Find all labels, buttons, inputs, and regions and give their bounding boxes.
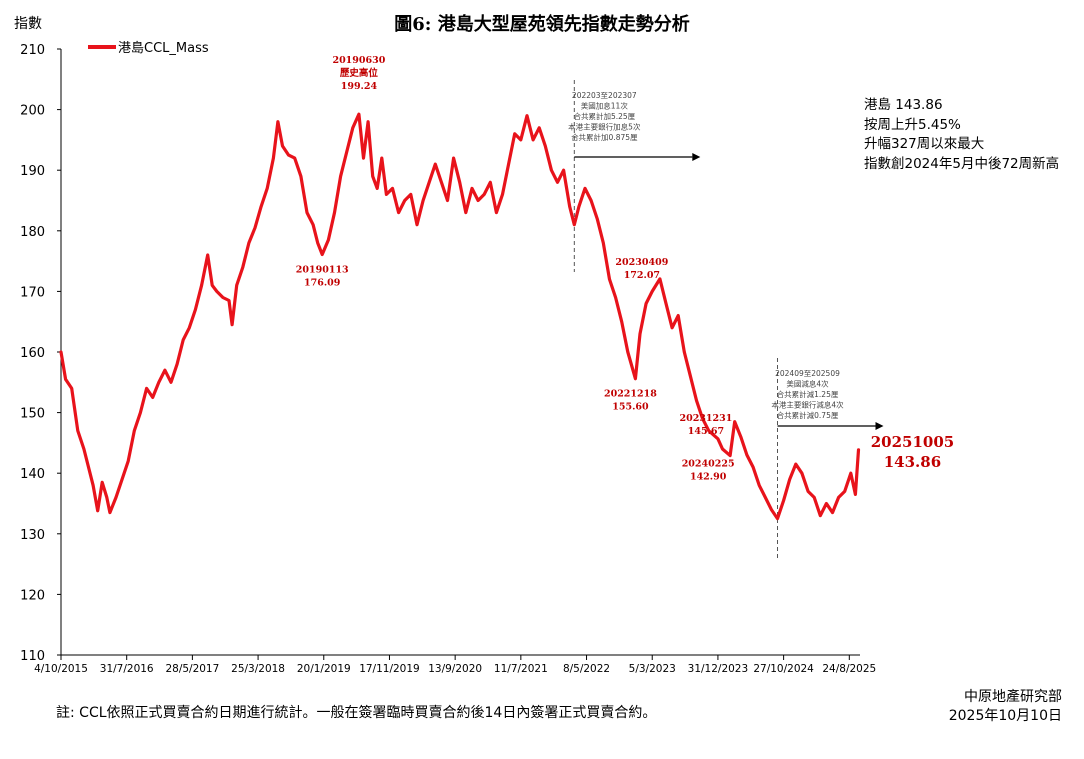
side-line: 按周上升5.45% [864,116,961,133]
annotation-label: 20240225 [682,459,735,470]
annotation-label: 20231231 [679,413,732,424]
rate-note-text: 合共累計加0.875厘 [571,132,638,142]
x-tick-label: 11/7/2021 [494,663,548,675]
annotation-label: 199.24 [341,81,378,92]
annotation-label: 20190630 [332,55,385,66]
x-tick-label: 17/11/2019 [359,663,420,675]
y-tick-label: 200 [20,104,45,119]
annotation-label: 172.07 [624,270,660,281]
rate-notes: 202203至202307美國加息11次合共累計加5.25厘本港主要銀行加息5次… [568,80,884,560]
y-tick-label: 160 [20,346,45,361]
x-tick-label: 27/10/2024 [753,663,814,675]
y-tick-label: 150 [20,407,45,422]
annotation-label: 20230409 [615,257,668,268]
rate-note-text: 本港主要銀行加息5次 [568,122,641,132]
rate-note-text: 202203至202307 [572,91,637,100]
rate-note-text: 合共累計加5.25厘 [573,111,635,121]
legend-label: 港島CCL_Mass [118,41,209,56]
y-tick-label: 130 [20,528,45,543]
y-tick-label: 170 [20,285,45,300]
axes: 110 120 130 140 150 160 170 180 190 200 210 4/10/20… [20,43,876,675]
annotation-label: 155.60 [612,402,649,413]
x-tick-label: 13/9/2020 [428,663,482,675]
annotation-label: 歷史高位 [340,67,379,79]
series-line [59,112,861,521]
source-date: 2025年10月10日 [948,708,1062,724]
rate-note-text: 合共累計減1.25厘 [777,389,839,399]
side-line: 指數創2024年5月中後72周新高 [864,155,1060,172]
y-tick-label: 140 [20,467,45,482]
annotation-label: 20190113 [296,264,349,275]
rate-note-text: 美國加息11次 [581,101,629,111]
x-tick-label: 5/3/2023 [629,663,676,675]
annotation-label: 143.86 [884,453,941,471]
x-tick-label: 8/5/2022 [563,663,610,675]
y-tick-label: 180 [20,225,45,240]
rate-note-text: 本港主要銀行減息4次 [771,400,844,410]
arrow-head-icon [875,422,884,430]
rate-note-text: 美國減息4次 [786,379,829,389]
source-block: 中原地產研究部 2025年10月10日 [949,688,1062,726]
x-tick-label: 4/10/2015 [34,663,88,675]
annotation-label: 20251005 [871,433,955,451]
x-tick-label: 25/3/2018 [231,663,285,675]
legend: 港島CCL_Mass [88,41,209,56]
footnote: 註: CCL依照正式買賣合約日期進行統計。一般在簽署臨時買賣合約後14日內簽署正… [56,705,657,721]
side-summary: 港島 143.86 按周上升5.45% 升幅327周以來最大 指數創2024年5… [864,96,1059,174]
annotation-label: 145.67 [688,426,724,437]
side-line: 升幅327周以來最大 [864,136,985,152]
x-tick-label: 24/8/2025 [822,663,876,675]
annotation-label: 176.09 [304,277,341,288]
source-org: 中原地產研究部 [964,689,1062,705]
x-tick-label: 20/1/2019 [297,663,351,675]
y-tick-label: 190 [20,164,45,179]
annotation-label: 20221218 [604,389,657,400]
y-tick-label: 110 [20,649,45,664]
arrow-head-icon [692,153,701,161]
side-line: 港島 143.86 [864,97,943,113]
annotation-label: 142.90 [690,472,727,483]
rate-note-text: 合共累計減0.75厘 [777,410,839,420]
ccl-chart: 圖6: 港島大型屋苑領先指數走勢分析 指數 港島CCL_Mass 1101201… [14,13,954,675]
x-tick-label: 31/7/2016 [100,663,154,675]
chart-title: 圖6: 港島大型屋苑領先指數走勢分析 [394,13,689,35]
rate-note-text: 202409至202509 [775,369,840,378]
x-tick-label: 28/5/2017 [165,663,219,675]
x-tick-label: 31/12/2023 [688,663,749,675]
y-tick-label: 120 [20,588,45,603]
y-tick-label: 210 [20,43,45,58]
series-layer [59,112,861,521]
y-axis-label: 指數 [14,16,42,32]
